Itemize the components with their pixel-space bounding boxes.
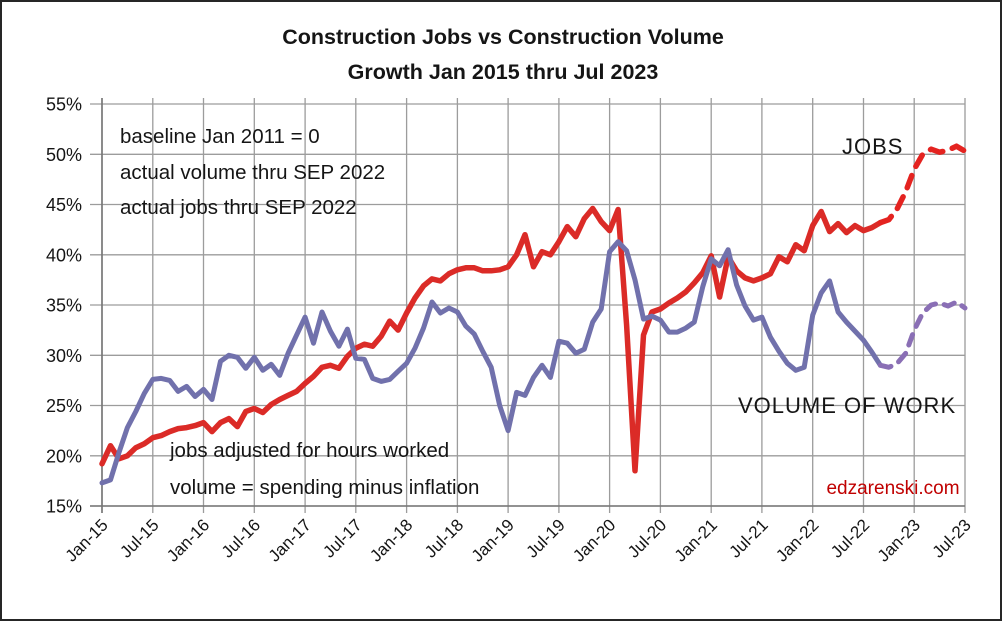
- x-tick-label-Jan-19: Jan-19: [468, 515, 518, 565]
- y-axis-tick-labels: 55% 50% 45% 40% 35% 30% 25% 20% 15%: [46, 95, 82, 517]
- x-tick-label-Jul-19: Jul-19: [523, 515, 569, 561]
- chart-title-line1: Construction Jobs vs Construction Volume: [282, 25, 724, 49]
- x-tick-label-Jan-23: Jan-23: [874, 515, 924, 565]
- x-tick-label-Jan-21: Jan-21: [671, 515, 721, 565]
- annotation-baseline: baseline Jan 2011 = 0: [120, 125, 320, 148]
- annotation-jobs-note: jobs adjusted for hours worked: [169, 439, 449, 462]
- chart-title-line2: Growth Jan 2015 thru Jul 2023: [348, 60, 659, 84]
- y-tick-label-40: 40%: [46, 245, 82, 265]
- x-tick-label-Jan-20: Jan-20: [569, 515, 619, 565]
- y-tick-label-15: 15%: [46, 497, 82, 517]
- y-tick-label-30: 30%: [46, 346, 82, 366]
- annotation-volume-note: volume = spending minus inflation: [170, 476, 479, 499]
- axes: [90, 98, 965, 513]
- data-series: [99, 143, 968, 486]
- x-tick-label-Jan-16: Jan-16: [163, 515, 213, 565]
- jobs-line-actual: [99, 205, 884, 474]
- y-tick-label-50: 50%: [46, 145, 82, 165]
- y-tick-label-20: 20%: [46, 446, 82, 466]
- x-tick-label-Jan-22: Jan-22: [772, 515, 822, 565]
- y-tick-label-45: 45%: [46, 195, 82, 215]
- x-tick-label-Jul-23: Jul-23: [929, 515, 975, 561]
- volume-series-label: VOLUME OF WORK: [738, 393, 956, 418]
- x-tick-label-Jul-17: Jul-17: [319, 515, 365, 561]
- y-tick-label-55: 55%: [46, 95, 82, 115]
- x-tick-label-Jan-17: Jan-17: [265, 515, 315, 565]
- y-tick-label-25: 25%: [46, 396, 82, 416]
- x-tick-label-Jul-22: Jul-22: [827, 515, 873, 561]
- jobs-series-label: JOBS: [842, 134, 903, 159]
- x-tick-label-Jul-20: Jul-20: [624, 515, 670, 561]
- y-tick-label-35: 35%: [46, 296, 82, 316]
- watermark-edzarenski: edzarenski.com: [826, 478, 959, 499]
- x-tick-label-Jan-15: Jan-15: [62, 515, 112, 565]
- x-tick-label-Jul-15: Jul-15: [116, 515, 162, 561]
- x-tick-label-Jul-21: Jul-21: [726, 515, 772, 561]
- x-tick-label-Jul-18: Jul-18: [421, 515, 467, 561]
- annotation-actual-jobs: actual jobs thru SEP 2022: [120, 196, 357, 219]
- jobs-line-forecast: [877, 143, 968, 226]
- volume-line-forecast: [877, 299, 968, 370]
- x-tick-label-Jul-16: Jul-16: [218, 515, 264, 561]
- x-tick-label-Jan-18: Jan-18: [366, 515, 416, 565]
- x-axis-tick-labels: Jan-15 Jul-15 Jan-16 Jul-16 Jan-17 Jul-17 Jan-…: [62, 515, 975, 565]
- annotation-actual-volume: actual volume thru SEP 2022: [120, 161, 385, 184]
- volume-line-actual: [99, 239, 883, 486]
